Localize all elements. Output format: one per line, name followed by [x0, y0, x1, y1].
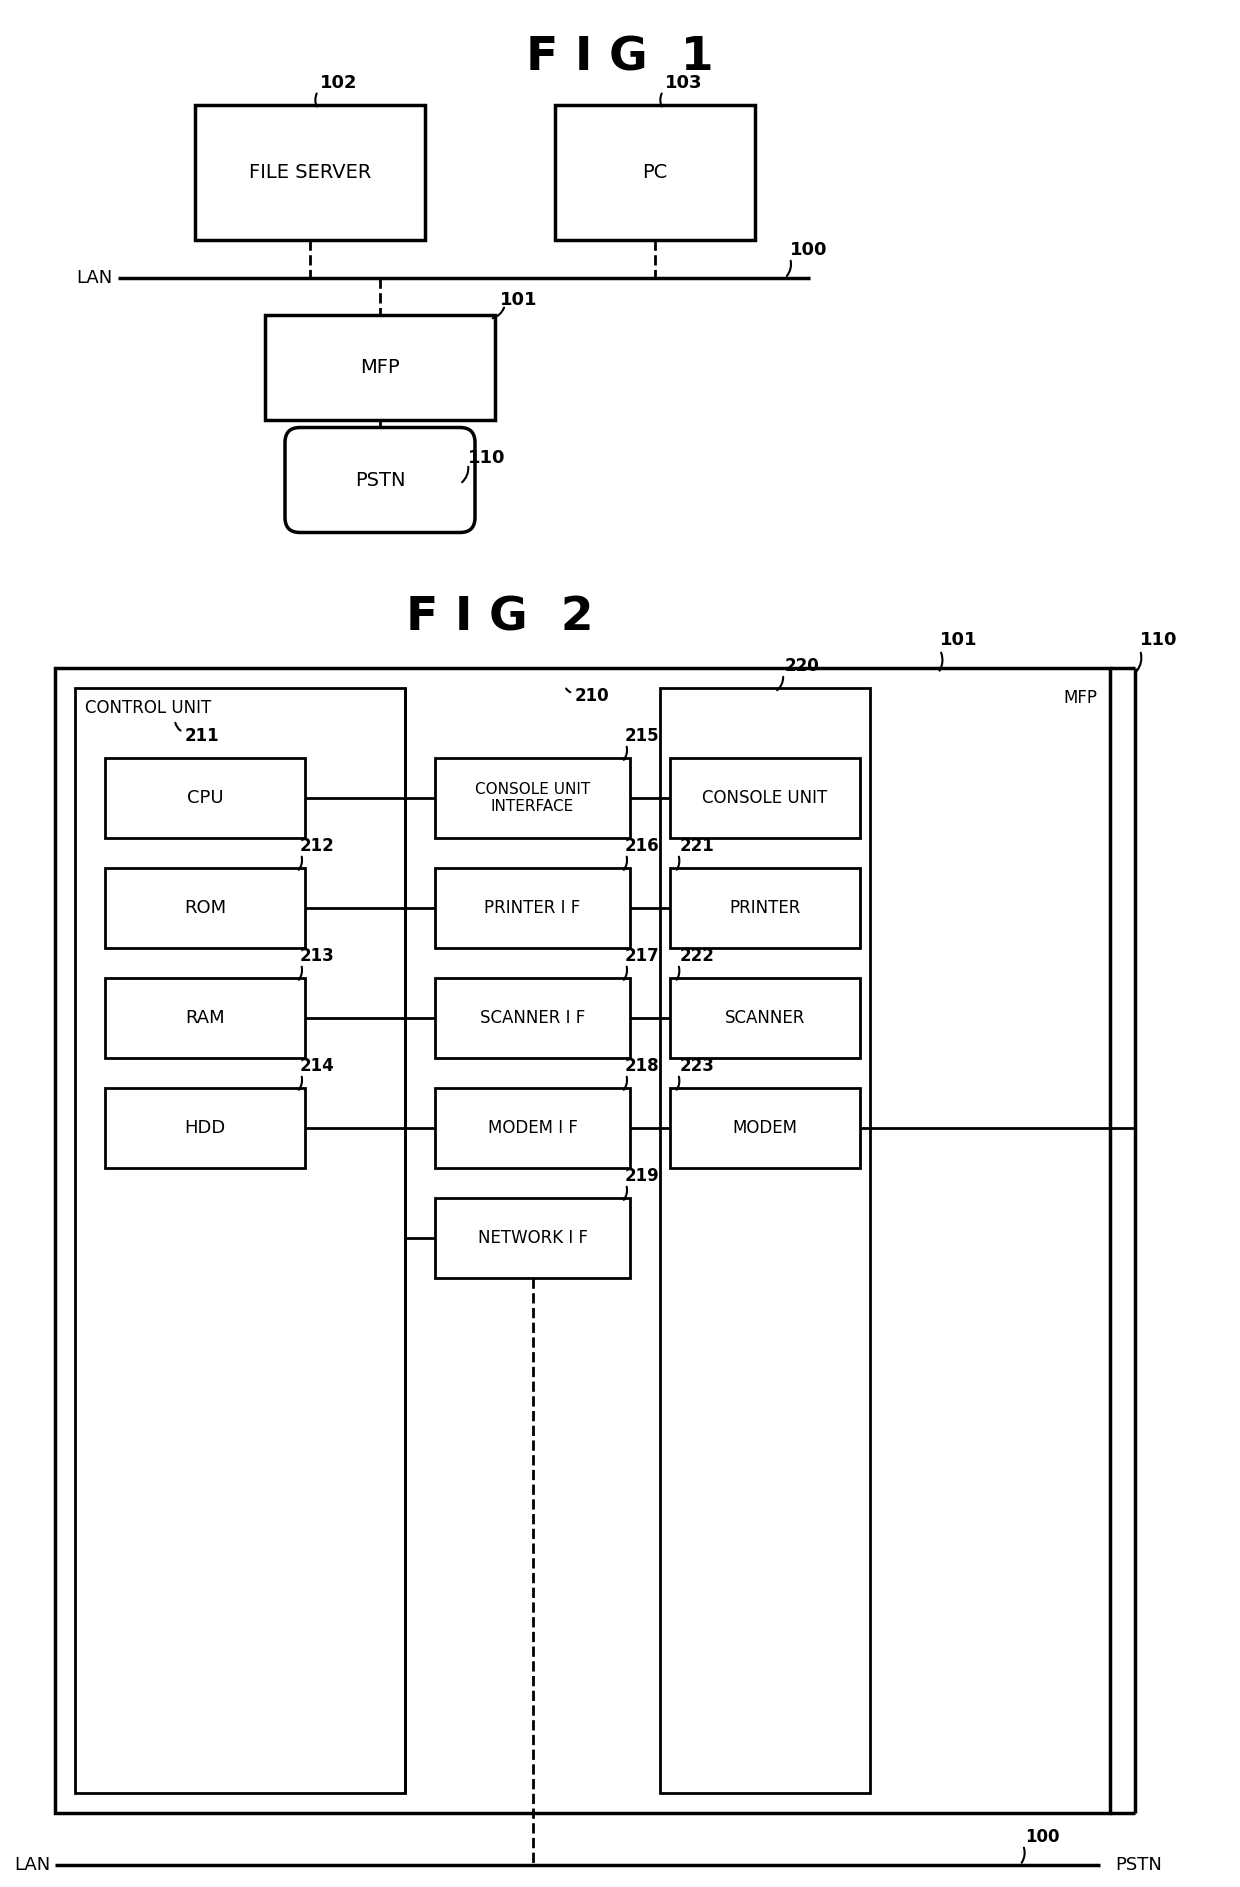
Text: 221: 221	[680, 838, 714, 855]
Text: 218: 218	[625, 1057, 660, 1076]
Bar	[435, 977, 630, 1059]
Bar	[435, 759, 630, 838]
FancyBboxPatch shape	[285, 428, 475, 532]
Text: F I G  1: F I G 1	[526, 36, 714, 81]
Text: LAN: LAN	[77, 270, 113, 287]
Text: SCANNER: SCANNER	[725, 1010, 805, 1027]
Bar	[105, 1089, 305, 1168]
Bar	[105, 868, 305, 947]
Bar	[670, 1089, 861, 1168]
Bar	[105, 977, 305, 1059]
Bar	[670, 868, 861, 947]
Text: 223: 223	[680, 1057, 715, 1076]
Text: CONSOLE UNIT: CONSOLE UNIT	[702, 789, 827, 808]
Text: 103: 103	[665, 74, 703, 92]
Bar	[265, 315, 495, 421]
Text: MODEM I F: MODEM I F	[487, 1119, 578, 1138]
Text: F I G  2: F I G 2	[407, 596, 594, 640]
Text: PC: PC	[642, 162, 667, 181]
Text: CONSOLE UNIT
INTERFACE: CONSOLE UNIT INTERFACE	[475, 781, 590, 813]
Bar	[195, 106, 425, 240]
Text: 100: 100	[1025, 1829, 1059, 1845]
Text: MFP: MFP	[360, 359, 399, 377]
Text: MFP: MFP	[1063, 689, 1097, 708]
Text: 101: 101	[940, 630, 977, 649]
Text: 110: 110	[1140, 630, 1178, 649]
Text: 214: 214	[300, 1057, 335, 1076]
Text: HDD: HDD	[185, 1119, 226, 1138]
Text: PRINTER I F: PRINTER I F	[485, 898, 580, 917]
Text: 210: 210	[575, 687, 610, 706]
Text: SCANNER I F: SCANNER I F	[480, 1010, 585, 1027]
Text: 101: 101	[500, 291, 537, 309]
Bar	[670, 977, 861, 1059]
Text: NETWORK I F: NETWORK I F	[477, 1228, 588, 1247]
Text: RAM: RAM	[185, 1010, 224, 1027]
Text: 217: 217	[625, 947, 660, 964]
Text: 216: 216	[625, 838, 660, 855]
Text: 102: 102	[320, 74, 357, 92]
Bar	[435, 868, 630, 947]
Text: ROM: ROM	[184, 898, 226, 917]
Text: 215: 215	[625, 726, 660, 745]
Text: 100: 100	[790, 242, 827, 259]
Bar	[556, 106, 755, 240]
Bar	[105, 759, 305, 838]
Bar	[55, 668, 1110, 1813]
Bar	[660, 689, 870, 1793]
Text: MODEM: MODEM	[733, 1119, 797, 1138]
Text: 213: 213	[300, 947, 335, 964]
Text: 220: 220	[785, 657, 820, 676]
Text: LAN: LAN	[14, 1857, 50, 1874]
Text: PSTN: PSTN	[355, 470, 405, 489]
Text: 222: 222	[680, 947, 715, 964]
Text: FILE SERVER: FILE SERVER	[249, 162, 371, 181]
Bar	[435, 1089, 630, 1168]
Text: CONTROL UNIT: CONTROL UNIT	[86, 698, 211, 717]
Text: CPU: CPU	[187, 789, 223, 808]
Text: 110: 110	[467, 449, 506, 466]
Text: 211: 211	[185, 726, 219, 745]
Bar	[670, 759, 861, 838]
Text: 219: 219	[625, 1166, 660, 1185]
Text: 212: 212	[300, 838, 335, 855]
Text: PRINTER: PRINTER	[729, 898, 801, 917]
Bar	[74, 689, 405, 1793]
Text: PSTN: PSTN	[1115, 1857, 1162, 1874]
Bar	[435, 1198, 630, 1277]
